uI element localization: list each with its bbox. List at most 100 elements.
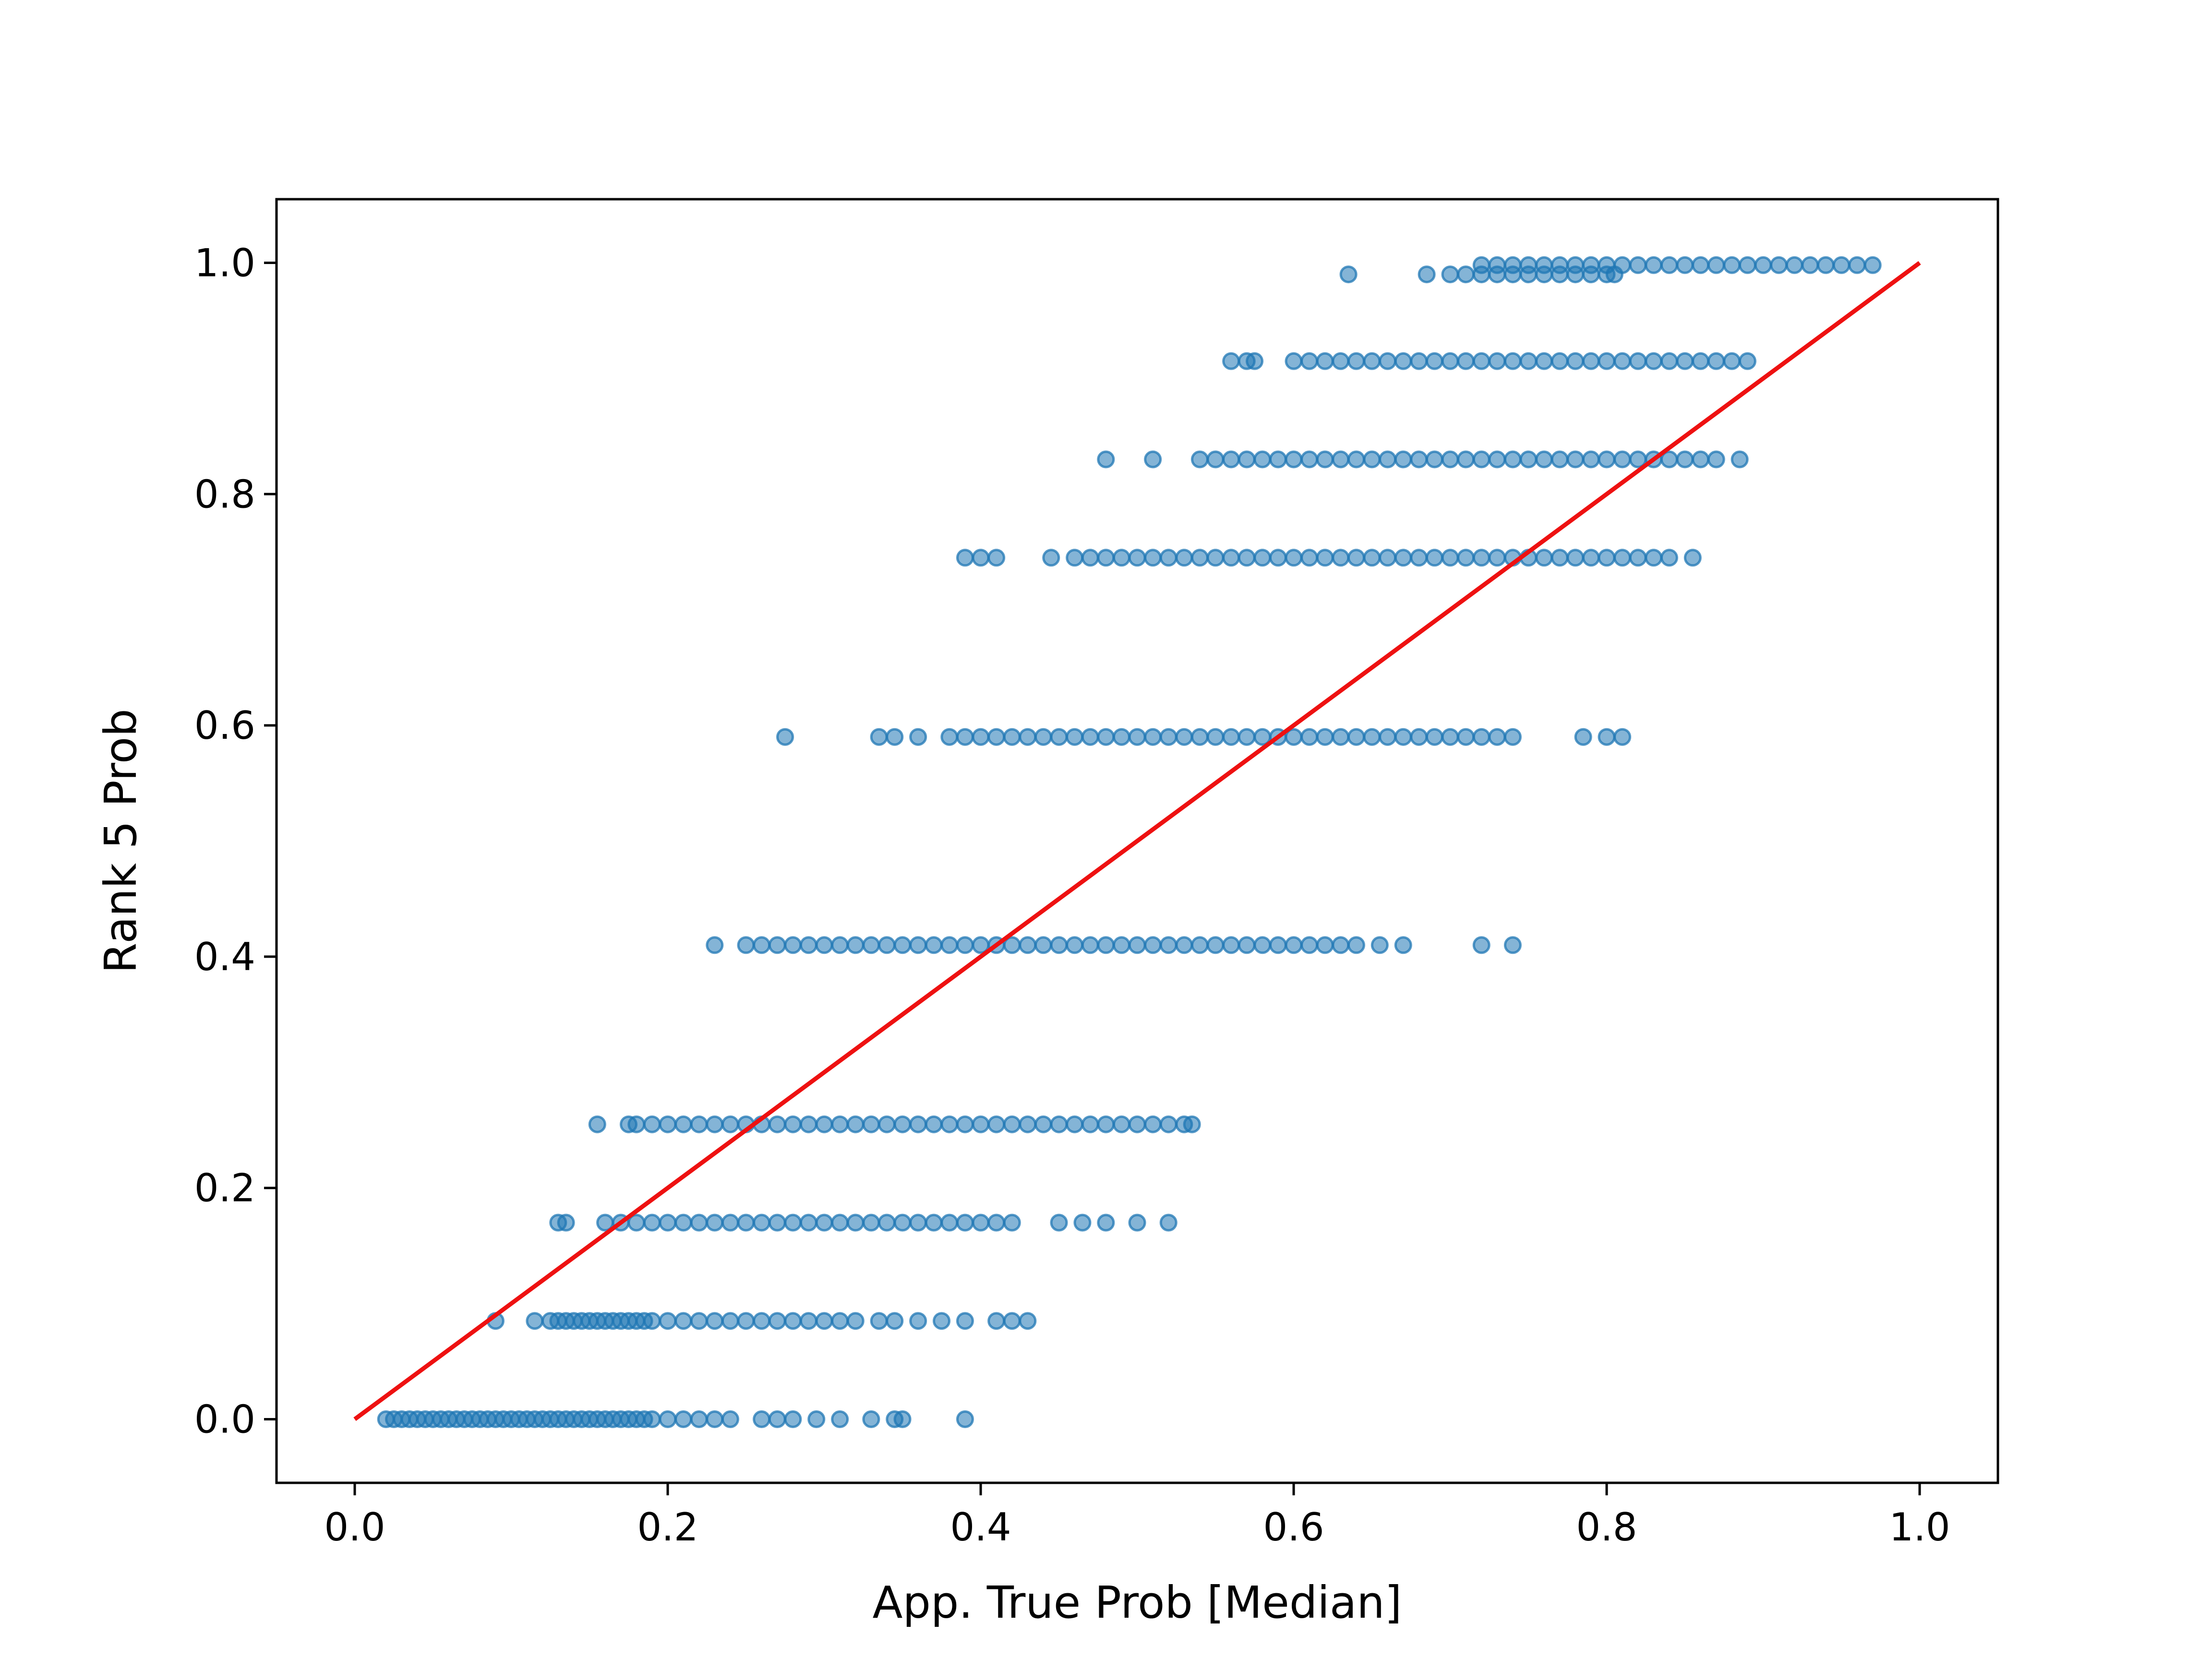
data-point — [1457, 265, 1475, 284]
data-point — [846, 936, 865, 954]
x-tick-label: 1.0 — [1889, 1505, 1950, 1550]
data-point — [909, 728, 927, 746]
data-point — [1441, 352, 1459, 370]
data-point — [737, 1214, 755, 1232]
data-point — [768, 936, 786, 954]
data-point — [768, 1410, 786, 1428]
data-point — [1269, 936, 1287, 954]
data-point — [1472, 352, 1491, 370]
data-point — [909, 1312, 927, 1330]
data-point — [753, 936, 771, 954]
data-point — [893, 1214, 912, 1232]
data-point — [956, 1410, 974, 1428]
data-point — [1050, 1115, 1068, 1133]
data-point — [1081, 728, 1099, 746]
data-point — [1019, 1312, 1037, 1330]
data-point — [1535, 256, 1553, 274]
point-row — [706, 936, 1522, 954]
data-point — [862, 936, 880, 954]
reference-line-layer — [353, 261, 1921, 1421]
data-point — [987, 1214, 1006, 1232]
data-point — [1159, 1115, 1178, 1133]
data-point — [870, 1312, 888, 1330]
data-point — [1629, 549, 1647, 567]
data-point — [1410, 352, 1428, 370]
data-point — [1159, 549, 1178, 567]
data-point — [659, 1312, 677, 1330]
data-point — [1222, 936, 1240, 954]
data-point — [940, 1214, 959, 1232]
data-point — [784, 936, 802, 954]
data-point — [1503, 936, 1522, 954]
point-row — [377, 1410, 974, 1428]
data-point — [784, 1410, 802, 1428]
data-point — [1503, 728, 1522, 746]
data-point — [1488, 549, 1506, 567]
data-point — [1285, 352, 1303, 370]
data-point — [1551, 450, 1569, 469]
y-tick-label: 1.0 — [194, 240, 255, 285]
data-point — [925, 1214, 943, 1232]
data-point — [1441, 549, 1459, 567]
data-point — [909, 1214, 927, 1232]
data-point — [1418, 265, 1436, 284]
data-point — [1519, 256, 1538, 274]
data-point — [1707, 256, 1725, 274]
data-point — [557, 1214, 575, 1232]
data-point — [1253, 936, 1272, 954]
data-point — [1238, 549, 1256, 567]
data-point — [1472, 549, 1491, 567]
data-point — [1707, 450, 1725, 469]
data-point — [1816, 256, 1835, 274]
data-point — [972, 1214, 990, 1232]
point-row — [549, 1214, 1178, 1232]
data-point — [1316, 450, 1334, 469]
data-point — [1738, 352, 1756, 370]
data-point — [1285, 936, 1303, 954]
data-point — [1159, 1214, 1178, 1232]
data-point — [1300, 352, 1319, 370]
data-point — [1519, 352, 1538, 370]
data-point — [1144, 549, 1162, 567]
data-point — [862, 1214, 880, 1232]
data-point — [1379, 728, 1397, 746]
data-point — [1410, 728, 1428, 746]
data-point — [940, 936, 959, 954]
data-point — [862, 1115, 880, 1133]
data-point — [674, 1214, 693, 1232]
data-point — [1081, 549, 1099, 567]
data-point — [987, 728, 1006, 746]
data-point — [1144, 1115, 1162, 1133]
data-point — [1269, 450, 1287, 469]
data-point — [1598, 728, 1616, 746]
data-point — [799, 936, 817, 954]
y-axis: 0.0 0.2 0.4 0.6 0.8 1.0 — [194, 240, 276, 1442]
data-point — [1441, 265, 1459, 284]
y-tick-label: 0.8 — [194, 472, 255, 517]
data-point — [588, 1115, 606, 1133]
data-point — [807, 1410, 826, 1428]
data-point — [1332, 352, 1350, 370]
data-point — [1339, 265, 1358, 284]
data-point — [1582, 352, 1600, 370]
data-point — [1019, 1115, 1037, 1133]
data-point — [1159, 728, 1178, 746]
data-point — [1363, 450, 1381, 469]
data-point — [1488, 728, 1506, 746]
data-point — [1457, 450, 1475, 469]
data-point — [1394, 936, 1412, 954]
data-point — [1190, 450, 1209, 469]
data-point — [1723, 352, 1741, 370]
data-point — [1457, 352, 1475, 370]
data-point — [1347, 728, 1365, 746]
data-point — [1488, 256, 1506, 274]
data-point — [940, 728, 959, 746]
data-point — [846, 1115, 865, 1133]
data-point — [1598, 549, 1616, 567]
data-point — [1347, 352, 1365, 370]
data-point — [1613, 549, 1632, 567]
x-axis: 0.0 0.2 0.4 0.6 0.8 1.0 — [324, 1483, 1950, 1550]
data-point — [886, 728, 904, 746]
